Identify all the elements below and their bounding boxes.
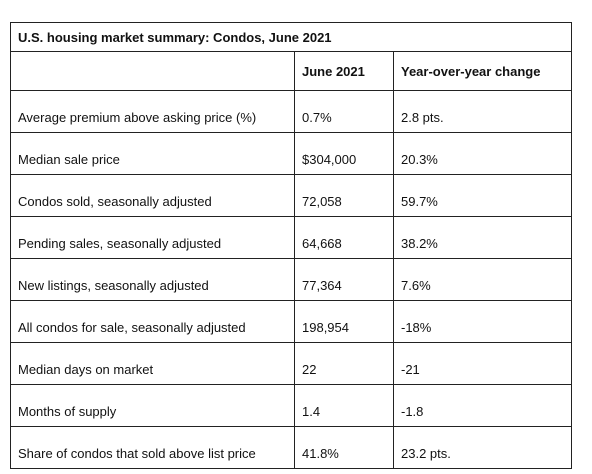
table-cell: 59.7% [392, 174, 573, 217]
table-row: New listings, seasonally adjusted 77,364 7… [10, 258, 573, 301]
table-row: Months of supply 1.4 -1.8 [10, 384, 573, 427]
table-cell: 72,058 [294, 174, 394, 217]
table-cell: 22 [294, 342, 394, 385]
table-cell: Average premium above asking price (%) [10, 90, 295, 133]
table-cell: 7.6% [392, 258, 573, 301]
table-cell: Condos sold, seasonally adjusted [10, 174, 295, 217]
table-cell: 1.4 [294, 384, 394, 427]
table-row: Average premium above asking price (%) 0.… [10, 90, 573, 133]
table-title: U.S. housing market summary: Condos, Jun… [9, 22, 573, 52]
header-cell: June 2021 [294, 51, 394, 91]
table-cell: Share of condos that sold above list pri… [10, 426, 295, 469]
table-row: Pending sales, seasonally adjusted 64,668… [10, 216, 573, 259]
table-row: Median days on market 22 -21 [10, 342, 573, 385]
table-cell: New listings, seasonally adjusted [10, 258, 295, 301]
table-cell: 64,668 [294, 216, 394, 259]
table-cell: 38.2% [392, 216, 573, 259]
title-row: U.S. housing market summary: Condos, Jun… [9, 22, 573, 52]
table-cell: 2.8 pts. [392, 90, 573, 133]
header-cell [10, 51, 295, 91]
table-cell: 23.2 pts. [392, 426, 573, 469]
header-row: June 2021 Year-over-year change [10, 51, 573, 91]
header-cell: Year-over-year change [392, 51, 573, 91]
table-row: All condos for sale, seasonally adjusted… [10, 300, 573, 343]
table-cell: 41.8% [294, 426, 394, 469]
table-cell: Median sale price [10, 132, 295, 175]
table-row: Median sale price $304,000 20.3% [10, 132, 573, 175]
table-cell: 20.3% [392, 132, 573, 175]
table-cell: -1.8 [392, 384, 573, 427]
table-cell: Pending sales, seasonally adjusted [10, 216, 295, 259]
table-cell: 0.7% [294, 90, 394, 133]
table-cell: 77,364 [294, 258, 394, 301]
summary-table: U.S. housing market summary: Condos, Jun… [9, 22, 573, 469]
table-row: Condos sold, seasonally adjusted 72,058 59… [10, 174, 573, 217]
table-cell: -18% [392, 300, 573, 343]
table-cell: $304,000 [294, 132, 394, 175]
table-cell: 198,954 [294, 300, 394, 343]
table-cell: All condos for sale, seasonally adjusted [10, 300, 295, 343]
table-cell: Months of supply [10, 384, 295, 427]
table-cell: Median days on market [10, 342, 295, 385]
table-cell: -21 [392, 342, 573, 385]
table-row: Share of condos that sold above list pri… [10, 426, 573, 469]
table-body: U.S. housing market summary: Condos, Jun… [9, 22, 573, 469]
